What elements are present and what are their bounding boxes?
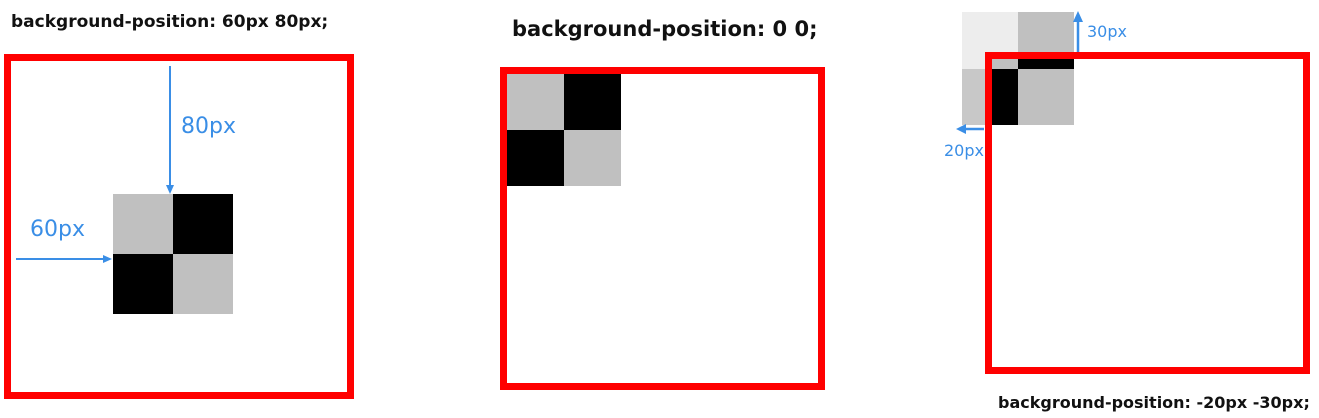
checker-tile-light xyxy=(1018,69,1074,125)
checker-tile-dark xyxy=(564,74,621,130)
checker-tile-light xyxy=(1018,12,1074,56)
diagram-1-offset-y-label: 80px xyxy=(181,114,236,139)
checker-tile-dark xyxy=(113,254,173,314)
diagram-2-checker-image xyxy=(507,74,621,186)
checker-tile-light xyxy=(173,254,233,314)
checker-tile-light xyxy=(113,194,173,254)
checker-tile-dark xyxy=(507,130,564,186)
checker-tile-dark xyxy=(992,69,1018,125)
diagram-3-offset-y-arrow xyxy=(1073,11,1083,52)
diagram-2-container-frame xyxy=(500,67,825,390)
checker-tile-light-faded xyxy=(962,12,1018,56)
diagram-3-offset-x-label: 20px xyxy=(944,141,984,160)
diagram-3-container-frame xyxy=(985,52,1310,374)
diagram-3-offset-y-label: 30px xyxy=(1087,22,1127,41)
checker-tile-light-faded xyxy=(962,56,992,69)
checker-tile-light xyxy=(992,56,1018,69)
diagram-1-container-frame xyxy=(4,54,354,399)
checker-tile-light xyxy=(564,130,621,186)
diagram-1-caption: background-position: 60px 80px; xyxy=(11,12,329,32)
diagram-1-offset-x-arrow xyxy=(16,255,112,263)
diagram-2-caption: background-position: 0 0; xyxy=(512,17,818,41)
checker-tile-dark xyxy=(173,194,233,254)
diagram-1-checker-image xyxy=(113,194,233,314)
checker-tile-dark xyxy=(1018,56,1074,69)
diagram-1-offset-y-arrow xyxy=(166,66,174,194)
diagram-1-offset-x-label: 60px xyxy=(30,217,85,242)
diagram-3-offset-x-arrow xyxy=(956,124,984,134)
diagram-3-caption: background-position: -20px -30px; xyxy=(998,393,1310,412)
checker-tile-light xyxy=(507,74,564,130)
